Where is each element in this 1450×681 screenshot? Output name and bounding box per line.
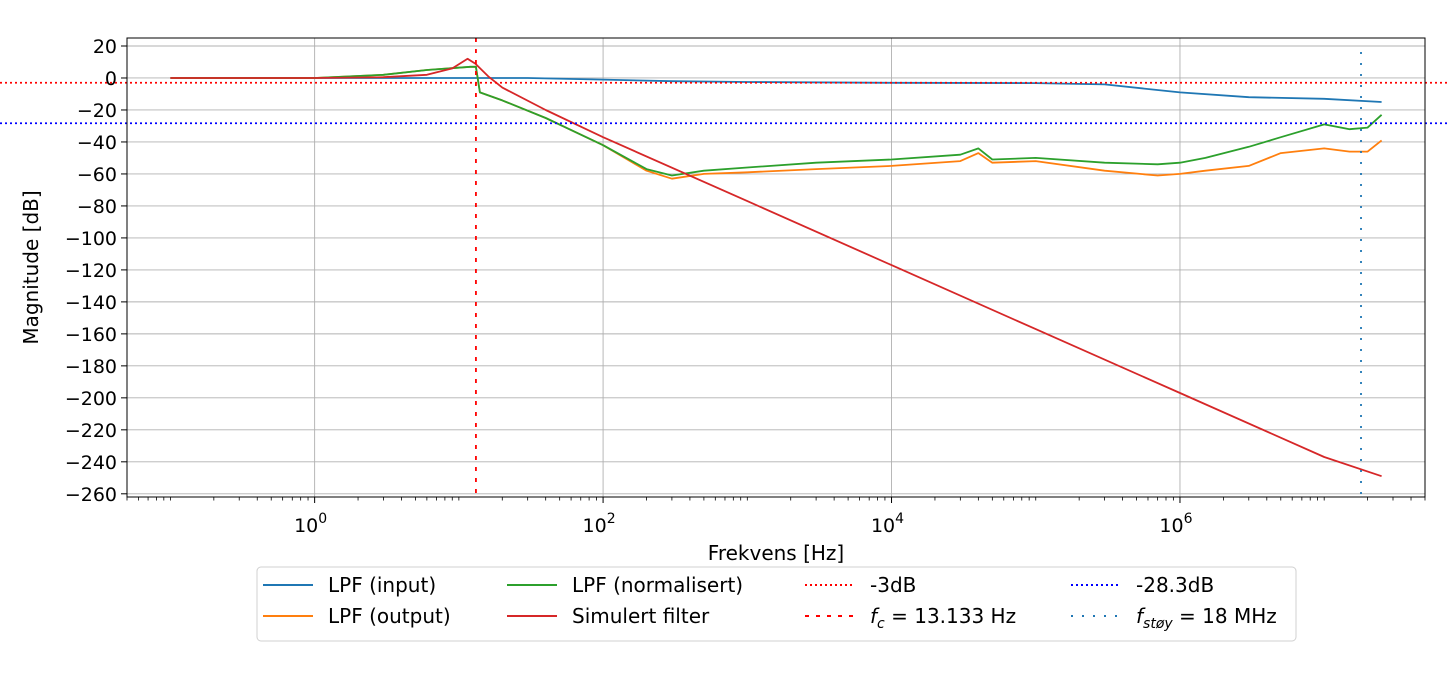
- series-line-lpf-input: [170, 77, 1382, 103]
- x-axis-label: Frekvens [Hz]: [708, 541, 844, 565]
- plot-frame: [126, 37, 1426, 498]
- legend-label: Simulert filter: [572, 604, 710, 628]
- legend-label: -28.3dB: [1136, 573, 1214, 597]
- x-tick-label: 104: [871, 511, 904, 537]
- y-tick-label: −100: [65, 228, 117, 250]
- y-tick-label: −80: [77, 196, 117, 218]
- legend-label: -3dB: [870, 573, 916, 597]
- legend-label: LPF (output): [328, 604, 451, 628]
- y-tick-label: −20: [77, 100, 117, 122]
- y-tick-label: −120: [65, 260, 117, 282]
- y-tick-label: −60: [77, 164, 117, 186]
- y-tick-label: −140: [65, 292, 117, 314]
- legend-label: fc = 13.133 Hz: [870, 604, 1016, 632]
- x-tick-label: 100: [294, 511, 327, 537]
- ticks: 20 0 −20 −40 −60 −80 −100 −120 −140 −160 −180 −200 −…: [65, 36, 1426, 537]
- x-tick-label: 102: [583, 511, 616, 537]
- y-tick-label: −220: [65, 420, 117, 442]
- legend-label: LPF (input): [328, 573, 436, 597]
- legend-label: LPF (normalisert): [572, 573, 743, 597]
- y-tick-label: 0: [105, 68, 117, 90]
- series-line-lpf-normalisert: [170, 65, 1383, 177]
- legend: LPF (input) LPF (output) LPF (normalisert)…: [256, 566, 1297, 642]
- y-tick-label: −160: [65, 324, 117, 346]
- grid: [127, 38, 1425, 497]
- legend-label: fstøy = 18 MHz: [1136, 604, 1277, 632]
- y-tick-label: −240: [65, 452, 117, 474]
- reference-lines: [0, 38, 1450, 497]
- y-tick-label: −40: [77, 132, 117, 154]
- y-tick-label: 20: [93, 36, 117, 58]
- y-tick-label: −180: [65, 356, 117, 378]
- y-tick-label: −260: [65, 484, 117, 506]
- x-tick-label: 106: [1159, 511, 1192, 537]
- series-layer: [170, 57, 1383, 478]
- y-axis-label: Magnitude [dB]: [19, 190, 43, 344]
- y-tick-label: −200: [65, 388, 117, 410]
- series-line-simulert-filter: [170, 57, 1382, 478]
